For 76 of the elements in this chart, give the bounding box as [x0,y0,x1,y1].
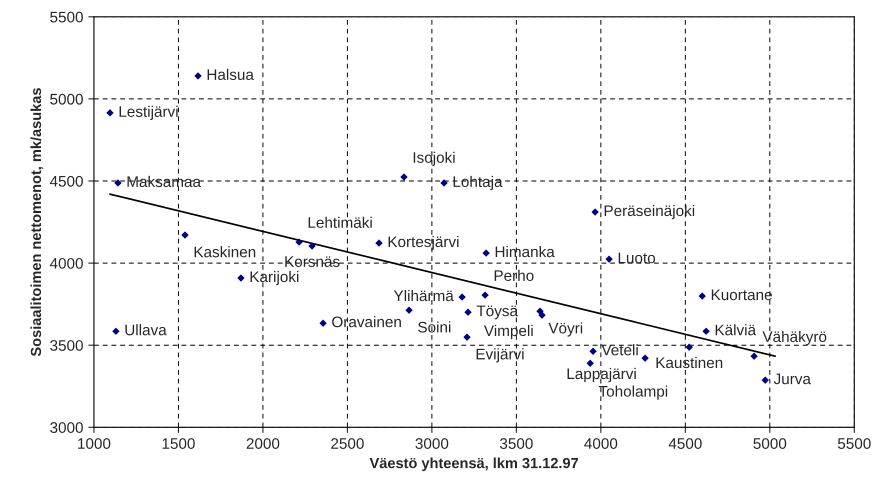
point [194,72,202,80]
annotation: Oravainen [332,316,401,328]
annotation: Kaustinen [656,356,722,368]
annotation: Kuortane [712,290,772,300]
point [605,255,613,263]
point [750,352,758,360]
point [181,231,189,239]
y-tick-label: 3500 [50,340,83,351]
y-tick-label: 3000 [50,422,83,433]
annotation: Peräseinäjoki [604,204,694,220]
point [114,179,122,187]
point [440,179,448,187]
point [702,328,710,335]
point [538,311,546,319]
annotation: Kaskinen [194,246,256,258]
annotation: Lestijärvi [120,106,178,120]
point [481,291,489,299]
annotation: Kortesjärvi [388,236,458,250]
annotation: Lehtimäki [308,216,372,228]
point [458,293,466,301]
point [405,306,413,314]
point [698,292,706,300]
annotation: Veteli [601,344,638,356]
point [237,274,245,282]
annotation: Evijärvi [476,348,524,363]
x-axis-title: Väestö yhteensä, lkm 31.12.97 [370,458,578,472]
annotation: Kälviä [716,324,756,336]
x-tick-label: 3500 [500,438,533,449]
annotation: Luoto [618,252,656,264]
annotation: Vimpeli [484,324,533,340]
y-axis-title: Sosiaalitoimen nettomenot, mk/asukas [30,88,44,356]
point [482,249,490,257]
annotation: Ullava [125,324,167,336]
annotation: Vöyri [548,322,582,337]
annotation: Toholampi [598,385,668,400]
annotation: Karijoki [250,270,298,286]
annotation: Soini [418,321,450,333]
y-tick-label: 4000 [50,258,83,269]
x-tick-label: 1500 [162,438,195,449]
point [464,308,472,316]
point [400,173,408,181]
annotation: Töysä [476,306,518,320]
point [586,360,594,367]
x-tick-label: 3000 [415,438,448,449]
point [375,239,383,247]
point [319,320,327,327]
annotation: Jurva [774,374,811,384]
y-tick-label: 5000 [50,94,83,105]
annotation: Lohtaja [454,176,502,190]
point [641,354,649,362]
point [308,242,316,250]
point [463,333,471,341]
annotation: Himanka [496,246,555,258]
annotation: Maksamaa [128,176,201,188]
annotation: Korsnäs [285,256,340,267]
x-tick-label: 4000 [584,438,618,449]
y-tick-label: 5500 [50,12,83,22]
point [762,376,769,384]
annotation: Lappajärvi [568,368,636,382]
x-tick-label: 5500 [838,438,871,449]
point [591,208,599,216]
x-tick-label: 5000 [753,438,786,449]
point [106,109,114,117]
point [112,328,120,335]
point [686,344,693,351]
x-tick-label: 4500 [668,438,702,449]
x-tick-label: 2000 [246,438,280,449]
annotation: Halsua [208,68,254,80]
x-tick-label: 1000 [78,438,110,449]
annotation: Isojoki [414,152,455,166]
y-tick-label: 4500 [50,176,83,187]
x-tick-label: 2500 [331,438,364,449]
point [589,348,597,355]
annotation: Ylihärmä [394,290,454,302]
annotation: Vähäkyrö [762,330,826,346]
point [295,238,303,246]
